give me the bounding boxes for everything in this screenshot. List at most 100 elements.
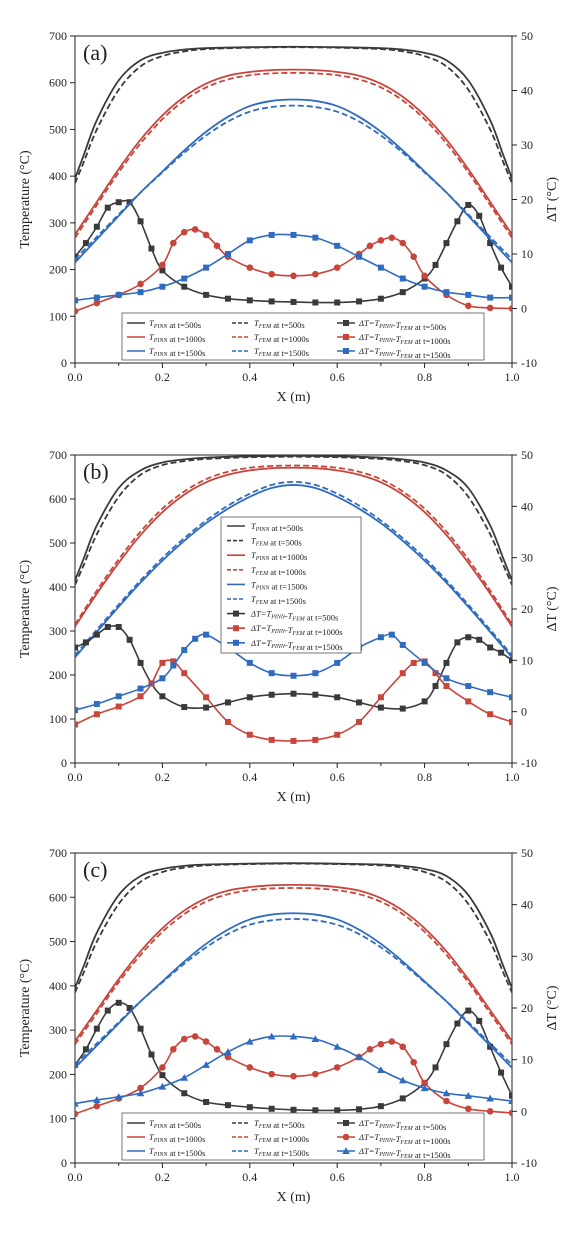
- panel-a-series-5-point: [290, 272, 297, 280]
- panel-c-series-8-point: [486, 1094, 494, 1102]
- panel-b-series-8-point: [388, 631, 395, 638]
- panel-b-series-7-point: [443, 683, 450, 689]
- panel-c-series-5-point: [388, 1038, 396, 1045]
- panel-c-series-2-point: [82, 1046, 89, 1053]
- panel-c-series-8-point: [267, 1032, 276, 1040]
- panel-c: 0.0 0.2 0.4 0.6 0.8 1.00100200300400500600700…: [18, 846, 560, 1205]
- panel-a-series-4-line: [75, 71, 512, 239]
- panel-b-series-7-point: [399, 670, 406, 677]
- panel-a-ytick-label: 400: [49, 169, 67, 183]
- panel-b-series-5-line: [75, 480, 512, 656]
- panel-a-legend-sample-2-marker: [343, 320, 349, 326]
- panel-b-series-7-point: [93, 711, 100, 718]
- panel-a-series-2-line: [75, 199, 512, 304]
- panel-b-series-6-point: [454, 639, 461, 646]
- panel-c-series-8-point: [355, 1053, 363, 1061]
- panel-c-series-2-point: [454, 1020, 461, 1027]
- panel-b-series-7-point: [137, 693, 144, 700]
- panel-c-series-2-point: [115, 999, 122, 1006]
- panel-a-series: [75, 45, 512, 315]
- panel-a-xtick-label: 0.8: [417, 370, 432, 384]
- panel-b-series-6-point: [104, 623, 111, 630]
- panel-a-series-2-point: [181, 283, 188, 290]
- panel-c-series-8-point: [289, 1032, 298, 1040]
- panel-a-series-8-point: [224, 251, 231, 257]
- panel-b-xtick-label: 0.0: [68, 770, 83, 784]
- panel-b-series-6-point: [126, 636, 133, 643]
- panel-c-series-5-point: [202, 1038, 210, 1045]
- panel-a-series-3-line: [75, 68, 512, 236]
- panel-a-series-7-line: [75, 104, 512, 260]
- panel-c-series-5-point: [333, 1064, 341, 1071]
- panel-c-series-5-point: [191, 1033, 199, 1040]
- panel-b-legend-label-6: ΔT=TPINN-TFEM at t=500s: [250, 609, 338, 623]
- panel-b-y-axis-label: Temperature (°C): [18, 560, 33, 659]
- panel-c-series-2-point: [290, 1106, 297, 1113]
- panel-b-series-6-point: [498, 649, 505, 656]
- panel-b-series-6-point: [377, 704, 384, 711]
- panel-a-y2-axis-label: ΔT (°C): [545, 177, 560, 222]
- panel-c-series-5-point: [290, 1072, 297, 1080]
- panel-b-series-7-point: [356, 718, 363, 725]
- panel-b-legend-label-2: TPINN at t=1000s: [251, 550, 307, 562]
- panel-a-ytick-label: 700: [49, 29, 67, 43]
- panel-c-series-5-point: [421, 1079, 428, 1087]
- panel-c-ytick-label: 300: [49, 1023, 67, 1037]
- panel-b-series-8-point: [509, 694, 512, 701]
- panel-c-series-8-point: [93, 1096, 101, 1104]
- panel-a-legend: TPINN at t=500s TFEM at t=500s ΔT=TPINN-TF…: [121, 312, 485, 361]
- panel-c-xtick-label: 0.2: [155, 1170, 170, 1184]
- panel-b-y2tick-label: -10: [521, 756, 537, 770]
- panel-b-series-6-point: [312, 691, 319, 698]
- panel-b: 0.0 0.2 0.4 0.6 0.8 1.00100200300400500600700…: [18, 448, 560, 805]
- panel-a-series-5-point: [202, 231, 210, 239]
- panel-b-series-7-point: [246, 731, 253, 738]
- panel-b-ytick-label: 300: [49, 624, 67, 638]
- panel-c-series-5-point: [137, 1084, 144, 1092]
- panel-c-legend-label-4: TFEM at t=1000s: [254, 1132, 309, 1144]
- panel-b-series-8-point: [192, 635, 199, 642]
- panel-a-series-8-point: [421, 283, 428, 290]
- panel-a-series-8-point: [159, 283, 166, 290]
- panel-a-series-5-point: [246, 264, 254, 271]
- panel-b-xtick-label: 0.8: [417, 770, 432, 784]
- panel-c-series-8-point: [136, 1089, 145, 1097]
- panel-a-ytick-label: 0: [61, 356, 67, 370]
- panel-c-y2tick-label: 20: [521, 1001, 533, 1015]
- panel-b-series-8-point: [399, 641, 406, 648]
- panel-a-series-5-point: [388, 234, 396, 241]
- panel-b-series-8-point: [465, 683, 472, 689]
- panel-a-ytick-label: 300: [49, 216, 67, 230]
- panel-c-series-8-point: [420, 1084, 429, 1092]
- panel-c-series-2-point: [181, 1090, 188, 1097]
- panel-b-series-7-point: [312, 736, 319, 743]
- panel-a-series-2-point: [246, 297, 253, 304]
- panel-c-y2tick-label: 30: [521, 949, 533, 963]
- panel-b-legend-sample-6-marker: [233, 610, 239, 617]
- panel-a-legend-label-7: TFEM at t=1500s: [254, 346, 309, 358]
- panel-a-series-2-point: [93, 223, 100, 230]
- panel-b-series-6-point: [399, 705, 406, 712]
- panel-a-series-5-point: [159, 261, 166, 269]
- panel-b-series-8-point: [115, 693, 122, 700]
- panel-c-series-5-point: [465, 1105, 472, 1113]
- panel-b-series-7-point: [290, 737, 297, 744]
- panel-a-y2tick-label: -10: [521, 356, 537, 370]
- panel-a-series-2-point: [224, 295, 231, 302]
- panel-b-series-6-point: [476, 636, 483, 643]
- panel-a-series-2-point: [137, 218, 144, 225]
- panel-c-series-5-point: [486, 1108, 494, 1115]
- panel-a-xtick-label: 0.6: [330, 370, 345, 384]
- panel-a-ytick-label: 100: [49, 309, 67, 323]
- panel-c-series-8-point: [442, 1089, 451, 1097]
- panel-c-series-2-point: [312, 1107, 319, 1114]
- panel-a-ytick-label: 600: [49, 76, 67, 90]
- panel-a: 0.0 0.2 0.4 0.6 0.8 1.00100200300400500600700…: [18, 29, 560, 405]
- panel-a-y2tick-label: 20: [521, 193, 533, 207]
- panel-a-series-8-point: [487, 294, 494, 301]
- panel-a-series-2-point: [443, 240, 450, 247]
- panel-c-series-2-point: [498, 1069, 505, 1076]
- panel-c-series-5-point: [224, 1053, 232, 1061]
- panel-b-series-6-point: [82, 639, 89, 646]
